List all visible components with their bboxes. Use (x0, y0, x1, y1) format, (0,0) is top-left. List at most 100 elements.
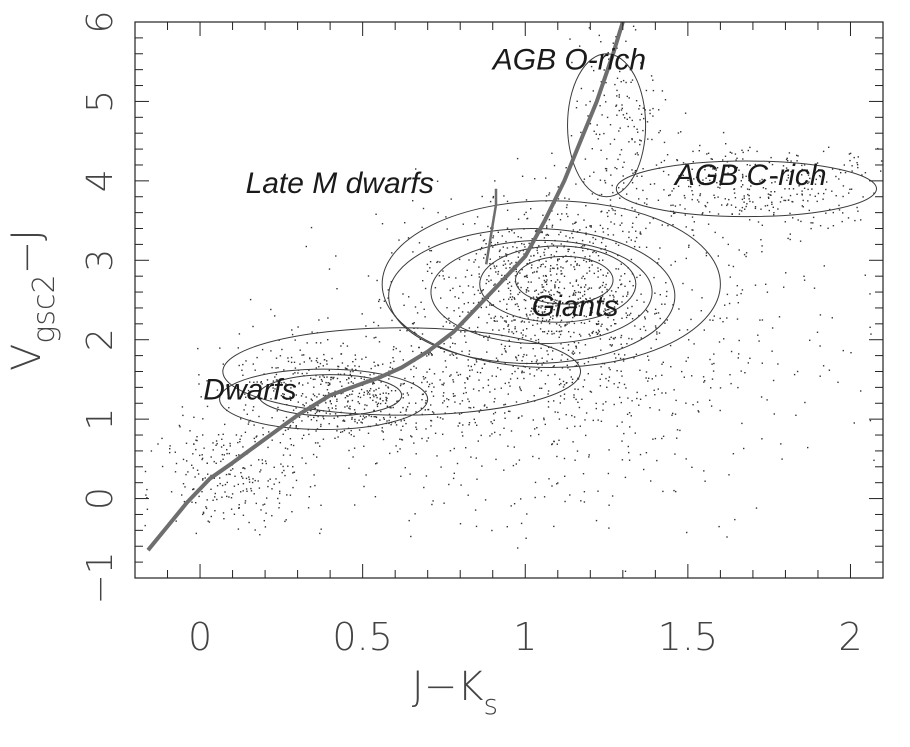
field-star-dot (509, 385, 511, 387)
field-star-dot (842, 349, 844, 352)
field-star-dot (557, 304, 559, 306)
field-star-dot (479, 409, 482, 411)
field-star-dot (511, 229, 513, 232)
field-star-dot (516, 283, 518, 285)
field-star-dot (710, 405, 713, 407)
field-star-dot (185, 442, 188, 444)
field-star-dot (584, 158, 587, 160)
field-star-dot (760, 208, 762, 210)
field-star-dot (359, 396, 362, 399)
field-star-dot (712, 168, 714, 170)
field-star-dot (585, 261, 588, 263)
field-star-dot (445, 216, 447, 218)
field-star-dot (545, 274, 547, 277)
field-star-dot (705, 254, 708, 257)
field-star-dot (549, 319, 551, 321)
field-star-dot (547, 247, 550, 249)
field-star-dot (282, 465, 284, 468)
field-star-dot (525, 211, 527, 214)
field-star-dot (742, 151, 744, 154)
x-tick-label: 0 (188, 615, 212, 659)
field-star-dot (580, 246, 583, 248)
field-star-dot (736, 157, 738, 159)
field-star-dot (544, 281, 546, 283)
field-star-dot (544, 383, 547, 385)
field-star-dot (783, 286, 785, 288)
field-star-dot (731, 152, 733, 154)
field-star-dot (575, 183, 577, 185)
field-star-dot (309, 357, 311, 359)
field-star-dot (436, 261, 438, 264)
field-star-dot (600, 211, 602, 213)
field-star-dot (327, 317, 329, 319)
field-star-dot (273, 483, 275, 485)
field-star-dot (412, 200, 414, 202)
field-star-dot (169, 445, 171, 447)
field-star-dot (355, 368, 357, 371)
field-star-dot (599, 338, 602, 340)
field-star-dot (604, 179, 606, 182)
field-star-dot (597, 490, 599, 492)
field-star-dot (649, 112, 651, 115)
field-star-dot (169, 451, 171, 454)
field-star-dot (345, 368, 348, 370)
field-star-dot (548, 194, 550, 196)
field-star-dot (431, 354, 433, 356)
field-star-dot (392, 406, 394, 409)
field-star-dot (542, 331, 544, 333)
field-star-dot (274, 388, 276, 390)
field-star-dot (415, 426, 417, 428)
field-star-dot (583, 219, 585, 221)
field-star-dot (500, 343, 503, 346)
field-star-dot (690, 318, 692, 321)
field-star-dot (205, 507, 208, 510)
field-star-dot (260, 509, 262, 511)
field-star-dot (552, 317, 554, 320)
field-star-dot (609, 294, 611, 297)
field-star-dot (724, 155, 727, 157)
field-star-dot (244, 393, 246, 395)
field-star-dot (477, 289, 479, 292)
field-star-dot (202, 478, 204, 480)
field-star-dot (574, 303, 577, 305)
field-star-dot (760, 239, 762, 241)
field-star-dot (556, 443, 558, 445)
field-star-dot (480, 306, 482, 309)
field-star-dot (307, 415, 309, 418)
field-star-dot (253, 493, 255, 495)
field-star-dot (183, 500, 186, 503)
field-star-dot (603, 298, 605, 300)
field-star-dot (585, 205, 587, 207)
field-star-dot (597, 276, 599, 278)
density-contour (567, 53, 647, 198)
field-star-dot (575, 279, 578, 281)
field-star-dot (421, 333, 424, 335)
field-star-dot (238, 333, 241, 335)
field-star-dot (603, 132, 605, 135)
field-star-dot (537, 310, 540, 312)
field-star-dot (672, 304, 674, 306)
field-star-dot (232, 468, 234, 470)
field-star-dot (645, 309, 648, 312)
field-star-dot (768, 161, 771, 164)
field-star-dot (543, 418, 545, 421)
field-star-dot (422, 207, 425, 210)
field-star-dot (437, 260, 439, 263)
field-star-dot (616, 425, 618, 427)
field-star-dot (518, 459, 521, 461)
field-star-dot (605, 168, 608, 170)
field-star-dot (738, 213, 741, 215)
field-star-dot (759, 180, 761, 182)
field-star-dot (449, 289, 451, 292)
field-star-dot (491, 433, 493, 435)
field-star-dot (279, 355, 282, 357)
field-star-dot (290, 399, 292, 401)
field-star-dot (760, 396, 763, 398)
field-star-dot (567, 313, 570, 315)
field-star-dot (354, 418, 356, 421)
field-star-dot (643, 202, 646, 204)
field-star-dot (349, 408, 351, 410)
field-star-dot (661, 437, 663, 440)
field-star-dot (568, 198, 570, 200)
field-star-dot (442, 395, 444, 397)
